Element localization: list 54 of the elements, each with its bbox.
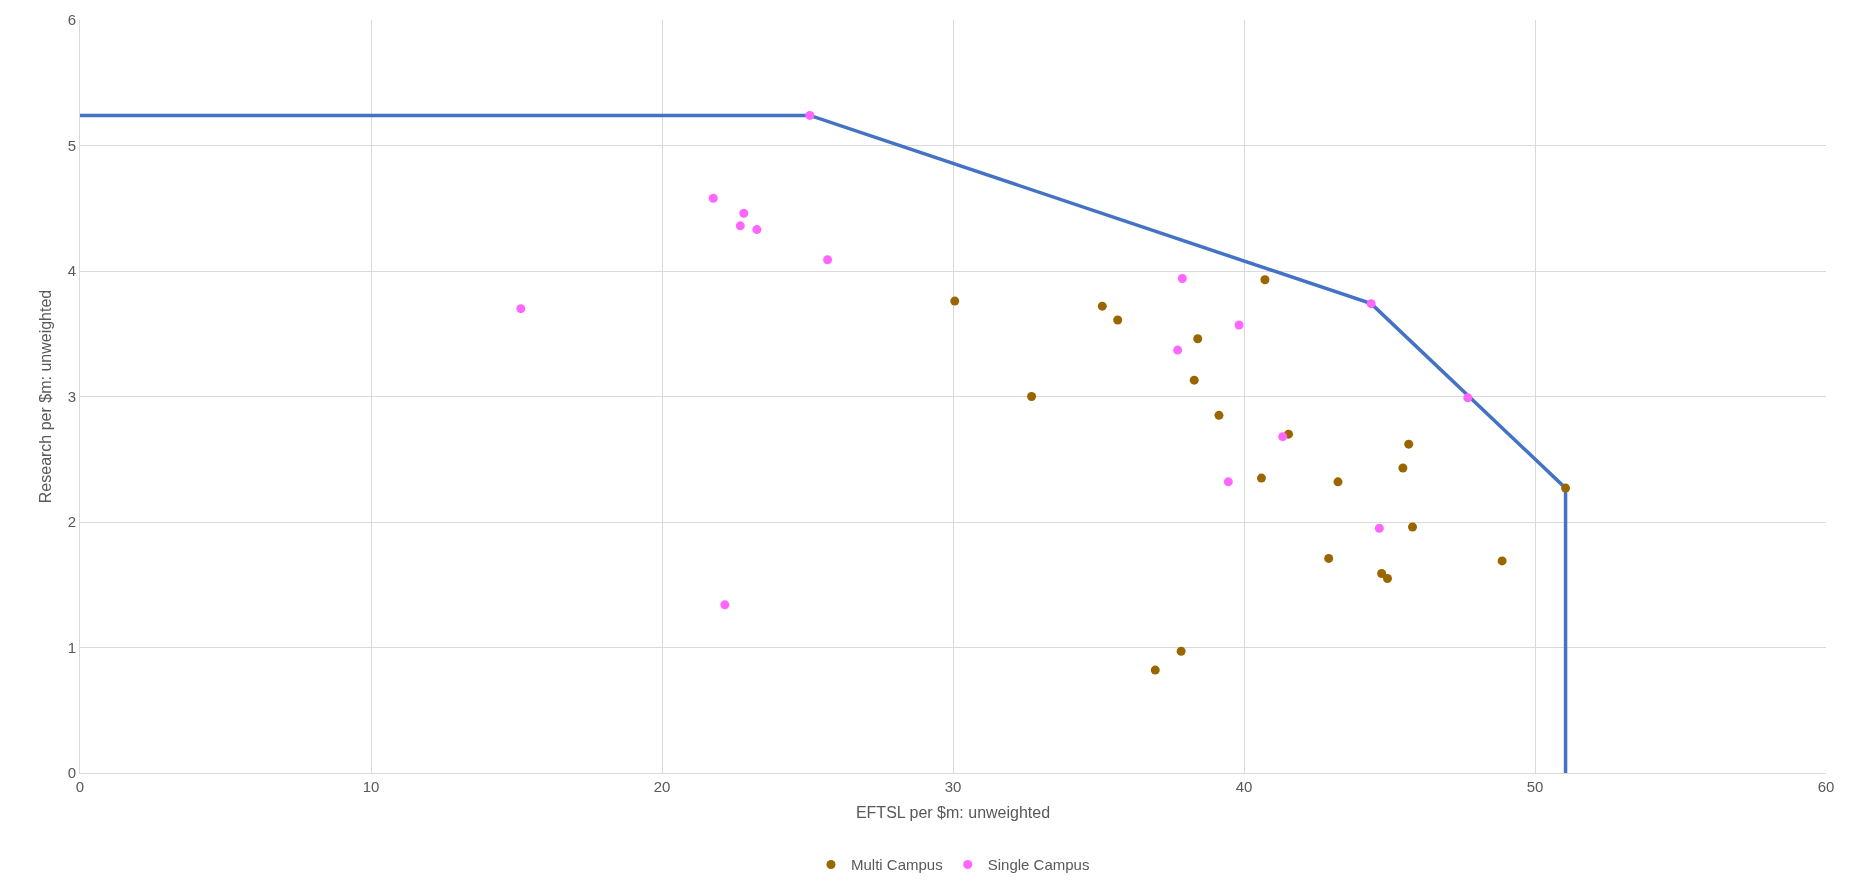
point — [823, 255, 833, 265]
point — [1193, 334, 1203, 344]
y-tick-label: 5 — [67, 136, 76, 154]
legend-label: Single Campus — [987, 856, 1090, 874]
line-series — [80, 113, 1568, 773]
point — [1398, 463, 1408, 473]
point — [1027, 392, 1037, 401]
point — [1374, 523, 1384, 533]
x-tick-label: 50 — [1526, 778, 1544, 795]
point — [1176, 646, 1186, 656]
point — [735, 221, 745, 231]
point — [1097, 301, 1107, 311]
point — [516, 304, 526, 314]
y-tick-label: 4 — [67, 262, 76, 280]
point — [805, 110, 815, 120]
point — [1377, 568, 1387, 578]
point — [1407, 522, 1417, 532]
point — [1404, 439, 1414, 449]
x-tick-label: 20 — [653, 778, 671, 795]
point — [1256, 473, 1266, 483]
point — [1223, 477, 1233, 487]
x-tick-label: 30 — [944, 778, 962, 795]
legend-label: Multi Campus — [851, 856, 943, 874]
point — [1366, 299, 1376, 309]
point — [1561, 483, 1571, 493]
point — [1382, 573, 1392, 583]
point — [1260, 275, 1270, 285]
point — [1214, 410, 1224, 420]
point — [1324, 553, 1334, 563]
point — [1113, 315, 1123, 325]
point — [1150, 665, 1160, 675]
y-tick-label: 3 — [67, 387, 76, 405]
y-tick-label: 0 — [67, 764, 76, 782]
x-tick-label: 60 — [1817, 778, 1835, 795]
point — [1333, 477, 1343, 487]
point — [720, 600, 730, 610]
point — [1463, 393, 1473, 403]
point — [1173, 345, 1183, 355]
x-tick-label: 10 — [362, 778, 380, 795]
point — [1189, 375, 1199, 385]
y-axis-title: Research per $m: unweighted — [36, 289, 54, 504]
y-tick-label: 6 — [67, 11, 76, 29]
point — [752, 225, 762, 235]
x-axis-title: EFTSL per $m: unweighted — [855, 803, 1051, 821]
point — [1234, 320, 1244, 330]
y-tick-label: 2 — [67, 513, 76, 531]
point — [708, 193, 718, 203]
y-tick-label: 1 — [67, 638, 76, 656]
x-tick-label: 40 — [1235, 778, 1253, 795]
point — [950, 296, 960, 306]
point — [739, 208, 749, 218]
point — [1278, 432, 1288, 442]
point — [1497, 556, 1507, 566]
point — [1177, 274, 1187, 284]
